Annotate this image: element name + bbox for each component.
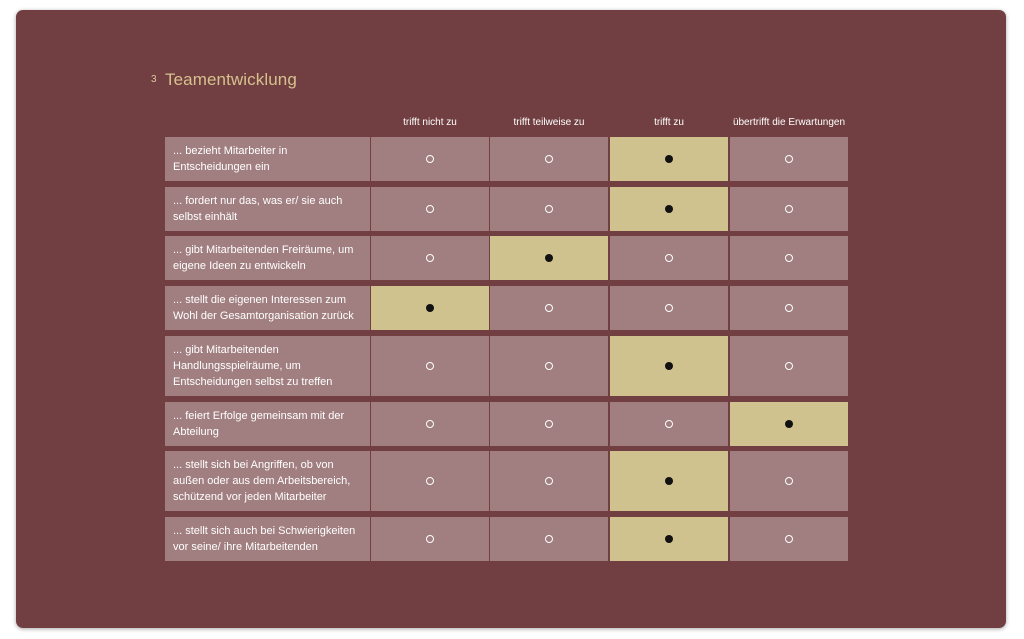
rating-option-selected[interactable]: [490, 236, 608, 280]
rating-option[interactable]: [730, 517, 848, 561]
radio-filled-icon: [665, 362, 673, 370]
radio-empty-icon: [426, 362, 434, 370]
radio-empty-icon: [545, 477, 553, 485]
rating-option-selected[interactable]: [610, 517, 728, 561]
rating-option[interactable]: [371, 517, 489, 561]
radio-empty-icon: [545, 205, 553, 213]
question-row: ... feiert Erfolge gemeinsam mit der Abt…: [165, 402, 849, 446]
question-row: ... stellt sich bei Angriffen, ob von au…: [165, 451, 849, 511]
rating-option[interactable]: [490, 517, 608, 561]
rating-option[interactable]: [730, 137, 848, 181]
question-label: ... gibt Mitarbeitenden Handlungsspielrä…: [165, 336, 370, 396]
radio-empty-icon: [785, 155, 793, 163]
rating-option[interactable]: [610, 286, 728, 330]
rating-option-selected[interactable]: [610, 336, 728, 396]
radio-empty-icon: [785, 477, 793, 485]
question-label: ... gibt Mitarbeitenden Freiräume, um ei…: [165, 236, 370, 280]
rating-option[interactable]: [610, 236, 728, 280]
question-row: ... gibt Mitarbeitenden Freiräume, um ei…: [165, 236, 849, 280]
rating-option[interactable]: [371, 336, 489, 396]
rating-option[interactable]: [730, 336, 848, 396]
rating-option[interactable]: [490, 286, 608, 330]
question-row: ... gibt Mitarbeitenden Handlungsspielrä…: [165, 336, 849, 396]
radio-empty-icon: [426, 155, 434, 163]
column-header: trifft teilweise zu: [513, 117, 585, 128]
radio-filled-icon: [426, 304, 434, 312]
rating-option[interactable]: [371, 402, 489, 446]
question-label: ... fordert nur das, was er/ sie auch se…: [165, 187, 370, 231]
radio-empty-icon: [665, 304, 673, 312]
column-header: übertrifft die Erwartungen: [732, 117, 846, 128]
rating-option[interactable]: [490, 451, 608, 511]
radio-filled-icon: [665, 535, 673, 543]
section-title: Teamentwicklung: [165, 70, 297, 89]
radio-empty-icon: [545, 362, 553, 370]
rating-option[interactable]: [371, 187, 489, 231]
question-label: ... stellt die eigenen Interessen zum Wo…: [165, 286, 370, 330]
rating-option-selected[interactable]: [371, 286, 489, 330]
rating-option-selected[interactable]: [610, 137, 728, 181]
rating-option[interactable]: [610, 402, 728, 446]
rating-option-selected[interactable]: [610, 451, 728, 511]
question-row: ... stellt sich auch bei Schwierigkeiten…: [165, 517, 849, 561]
radio-empty-icon: [545, 420, 553, 428]
radio-empty-icon: [785, 535, 793, 543]
question-row: ... fordert nur das, was er/ sie auch se…: [165, 187, 849, 231]
radio-empty-icon: [545, 155, 553, 163]
radio-empty-icon: [785, 205, 793, 213]
radio-empty-icon: [665, 254, 673, 262]
column-header: trifft zu: [654, 117, 684, 128]
radio-empty-icon: [426, 535, 434, 543]
rating-option[interactable]: [371, 236, 489, 280]
rating-option[interactable]: [730, 286, 848, 330]
rating-option[interactable]: [730, 236, 848, 280]
radio-empty-icon: [426, 205, 434, 213]
rating-option[interactable]: [490, 402, 608, 446]
radio-empty-icon: [665, 420, 673, 428]
column-header: trifft nicht zu: [403, 117, 457, 128]
rating-option[interactable]: [371, 451, 489, 511]
radio-empty-icon: [545, 304, 553, 312]
question-row: ... bezieht Mitarbeiter in Entscheidunge…: [165, 137, 849, 181]
rating-option-selected[interactable]: [610, 187, 728, 231]
radio-filled-icon: [665, 477, 673, 485]
rating-option[interactable]: [490, 336, 608, 396]
question-label: ... stellt sich bei Angriffen, ob von au…: [165, 451, 370, 511]
rating-option[interactable]: [730, 451, 848, 511]
radio-empty-icon: [785, 362, 793, 370]
radio-filled-icon: [545, 254, 553, 262]
radio-empty-icon: [785, 304, 793, 312]
radio-empty-icon: [545, 535, 553, 543]
question-label: ... stellt sich auch bei Schwierigkeiten…: [165, 517, 370, 561]
radio-filled-icon: [785, 420, 793, 428]
radio-filled-icon: [665, 155, 673, 163]
section-number: 3: [151, 74, 157, 85]
question-row: ... stellt die eigenen Interessen zum Wo…: [165, 286, 849, 330]
question-label: ... bezieht Mitarbeiter in Entscheidunge…: [165, 137, 370, 181]
radio-empty-icon: [426, 254, 434, 262]
radio-empty-icon: [785, 254, 793, 262]
rating-option[interactable]: [371, 137, 489, 181]
rating-option-selected[interactable]: [730, 402, 848, 446]
radio-empty-icon: [426, 477, 434, 485]
question-label: ... feiert Erfolge gemeinsam mit der Abt…: [165, 402, 370, 446]
radio-empty-icon: [426, 420, 434, 428]
radio-filled-icon: [665, 205, 673, 213]
rating-option[interactable]: [730, 187, 848, 231]
rating-option[interactable]: [490, 187, 608, 231]
rating-option[interactable]: [490, 137, 608, 181]
